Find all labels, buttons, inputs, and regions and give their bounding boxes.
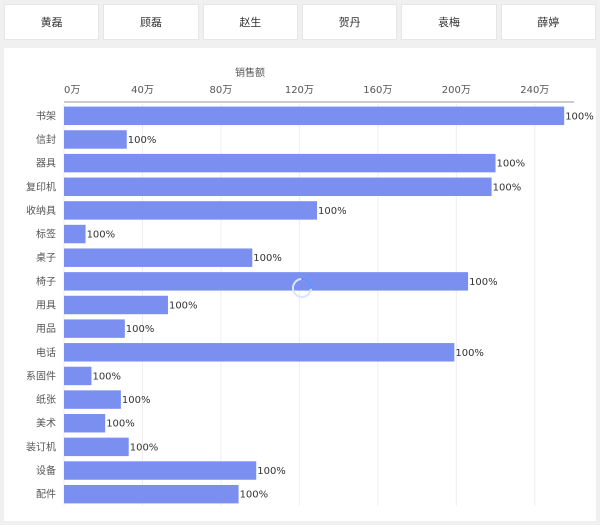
tab-person-1[interactable]: 黄磊 xyxy=(4,4,100,40)
x-tick-label: 80万 xyxy=(210,85,233,96)
bar[interactable] xyxy=(64,130,127,149)
bar-data-label: 100% xyxy=(106,419,135,430)
y-category-label: 系固件 xyxy=(26,370,56,382)
x-tick-label: 0万 xyxy=(64,85,80,96)
y-category-label: 收纳具 xyxy=(26,204,56,217)
person-tab-bar: 黄磊 顾磊 赵生 贺丹 袁梅 薛婷 xyxy=(4,4,596,40)
y-category-label: 纸张 xyxy=(36,393,56,406)
bar[interactable] xyxy=(64,106,565,126)
spinner-icon xyxy=(292,278,312,298)
bar-data-label: 100% xyxy=(565,111,594,122)
bar-data-label: 100% xyxy=(122,395,151,406)
bar-data-label: 100% xyxy=(253,253,282,264)
x-axis-title: 销售额 xyxy=(235,66,265,79)
bar-data-label: 100% xyxy=(240,490,269,501)
chart-panel: 销售额 0万 40万 80万 120万 160万 200万 240万 书架信封器具复印机收纳… xyxy=(4,48,596,521)
y-category-label: 桌子 xyxy=(36,251,56,264)
bar-data-label: 100% xyxy=(497,159,526,170)
y-category-label: 美术 xyxy=(36,417,56,430)
y-category-label: 器具 xyxy=(36,158,56,170)
y-category-label: 电话 xyxy=(36,346,56,359)
bar[interactable] xyxy=(64,366,92,386)
x-tick-label: 200万 xyxy=(442,85,471,96)
bar[interactable] xyxy=(64,390,121,409)
bar-data-label: 100% xyxy=(126,324,155,335)
bar-data-label: 100% xyxy=(130,442,159,453)
bar[interactable] xyxy=(64,437,129,457)
bar[interactable] xyxy=(64,414,106,433)
bar-data-label: 100% xyxy=(493,182,522,193)
bar[interactable] xyxy=(64,319,125,338)
bar[interactable] xyxy=(64,177,492,196)
y-category-label: 复印机 xyxy=(26,180,56,193)
tab-person-4[interactable]: 贺丹 xyxy=(301,4,398,40)
y-category-label: 书架 xyxy=(36,110,56,122)
bar-data-label: 100% xyxy=(92,371,121,382)
x-axis-ticks: 0万 40万 80万 120万 160万 200万 240万 xyxy=(64,85,549,96)
y-category-label: 标签 xyxy=(36,228,56,241)
bar-data-label: 100% xyxy=(169,301,198,312)
bar[interactable] xyxy=(64,461,257,480)
bar[interactable] xyxy=(64,343,455,362)
x-tick-label: 240万 xyxy=(520,85,549,96)
bar-data-label: 100% xyxy=(87,230,116,241)
y-category-label: 用品 xyxy=(36,323,56,335)
bar[interactable] xyxy=(64,248,253,267)
tab-person-2[interactable]: 顾磊 xyxy=(103,4,199,40)
x-tick-label: 40万 xyxy=(131,85,154,96)
bars xyxy=(64,106,565,504)
sales-bar-chart: 销售额 0万 40万 80万 120万 160万 200万 240万 书架信封器具复印机收纳… xyxy=(26,66,594,506)
x-tick-label: 160万 xyxy=(363,85,392,96)
y-category-label: 设备 xyxy=(36,464,56,477)
y-category-label: 配件 xyxy=(36,489,56,501)
x-tick-label: 120万 xyxy=(285,85,314,96)
bar-data-label: 100% xyxy=(128,135,157,146)
data-labels: 100% 100% 100% 100% 100% 100% 100% 100% 100% 100%… xyxy=(87,111,594,500)
bar[interactable] xyxy=(64,295,168,315)
y-category-label: 椅子 xyxy=(36,275,56,288)
y-category-label: 用具 xyxy=(36,300,56,312)
tab-person-5[interactable]: 袁梅 xyxy=(401,4,497,40)
bar-data-label: 100% xyxy=(257,466,286,477)
y-category-label: 装订机 xyxy=(26,440,56,453)
bar[interactable] xyxy=(64,201,318,220)
tab-person-6[interactable]: 薛婷 xyxy=(500,4,596,40)
bar-data-label: 100% xyxy=(455,348,484,359)
y-category-label: 信封 xyxy=(36,133,56,146)
bar-data-label: 100% xyxy=(469,277,498,288)
bar-data-label: 100% xyxy=(318,206,347,217)
bar[interactable] xyxy=(64,224,86,244)
bar[interactable] xyxy=(64,153,496,173)
tab-person-3[interactable]: 赵生 xyxy=(202,4,298,40)
bar[interactable] xyxy=(64,272,469,291)
bar[interactable] xyxy=(64,484,239,504)
